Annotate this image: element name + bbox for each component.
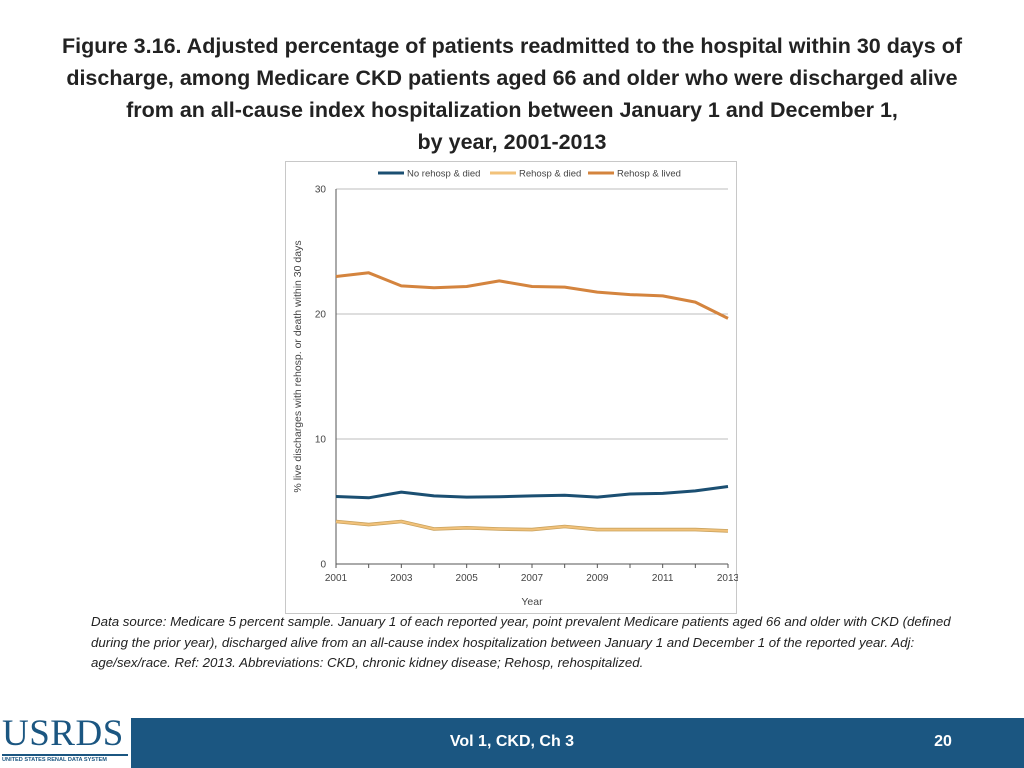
title-line: Figure 3.16. Adjusted percentage of pati… <box>62 34 962 58</box>
series-line <box>335 520 729 532</box>
y-tick-label: 30 <box>315 185 327 196</box>
legend-label: No rehosp & died <box>407 169 480 180</box>
x-tick-label: 2003 <box>390 573 413 584</box>
chart-frame: 0 10 20 30 2001 2003 2005 2007 2009 2011 2013 Year%… <box>285 161 738 614</box>
page-number: 20 <box>934 733 952 750</box>
x-tick-label: 2001 <box>325 573 348 584</box>
title-line: discharge, among Medicare CKD patients a… <box>66 66 958 90</box>
series-line <box>335 271 729 320</box>
title-line: from an all-cause index hospitalization … <box>126 98 898 122</box>
x-axis-title: Year <box>521 596 543 608</box>
usrds-logo: USRDS UNITED STATES RENAL DATA SYSTEM <box>0 712 131 768</box>
footer-bar <box>0 718 1024 768</box>
title-line: by year, 2001-2013 <box>417 130 607 154</box>
y-tick-label: 10 <box>315 435 327 446</box>
logo-subtitle: UNITED STATES RENAL DATA SYSTEM <box>2 757 107 763</box>
x-tick-label: 2009 <box>586 573 609 584</box>
y-tick-label: 0 <box>320 560 326 571</box>
x-tick-label: 2013 <box>717 573 738 584</box>
y-axis-title: % live discharges with rehosp. or death … <box>292 240 304 492</box>
legend-label: Rehosp & lived <box>617 169 681 180</box>
x-tick-label: 2005 <box>456 573 479 584</box>
figure-title: Figure 3.16. Adjusted percentage of pati… <box>10 30 1014 158</box>
logo-text: USRDS <box>2 713 124 754</box>
series-line <box>335 485 729 500</box>
data-source-footnote: Data source: Medicare 5 percent sample. … <box>91 614 951 670</box>
x-tick-label: 2011 <box>652 573 674 584</box>
line-chart: 0 10 20 30 2001 2003 2005 2007 2009 2011 2013 Year%… <box>292 169 738 609</box>
logo-rule <box>2 754 128 756</box>
x-tick-label: 2007 <box>521 573 544 584</box>
footer-section-label: Vol 1, CKD, Ch 3 <box>449 733 575 750</box>
y-tick-label: 20 <box>315 310 327 321</box>
legend-label: Rehosp & died <box>519 169 581 180</box>
